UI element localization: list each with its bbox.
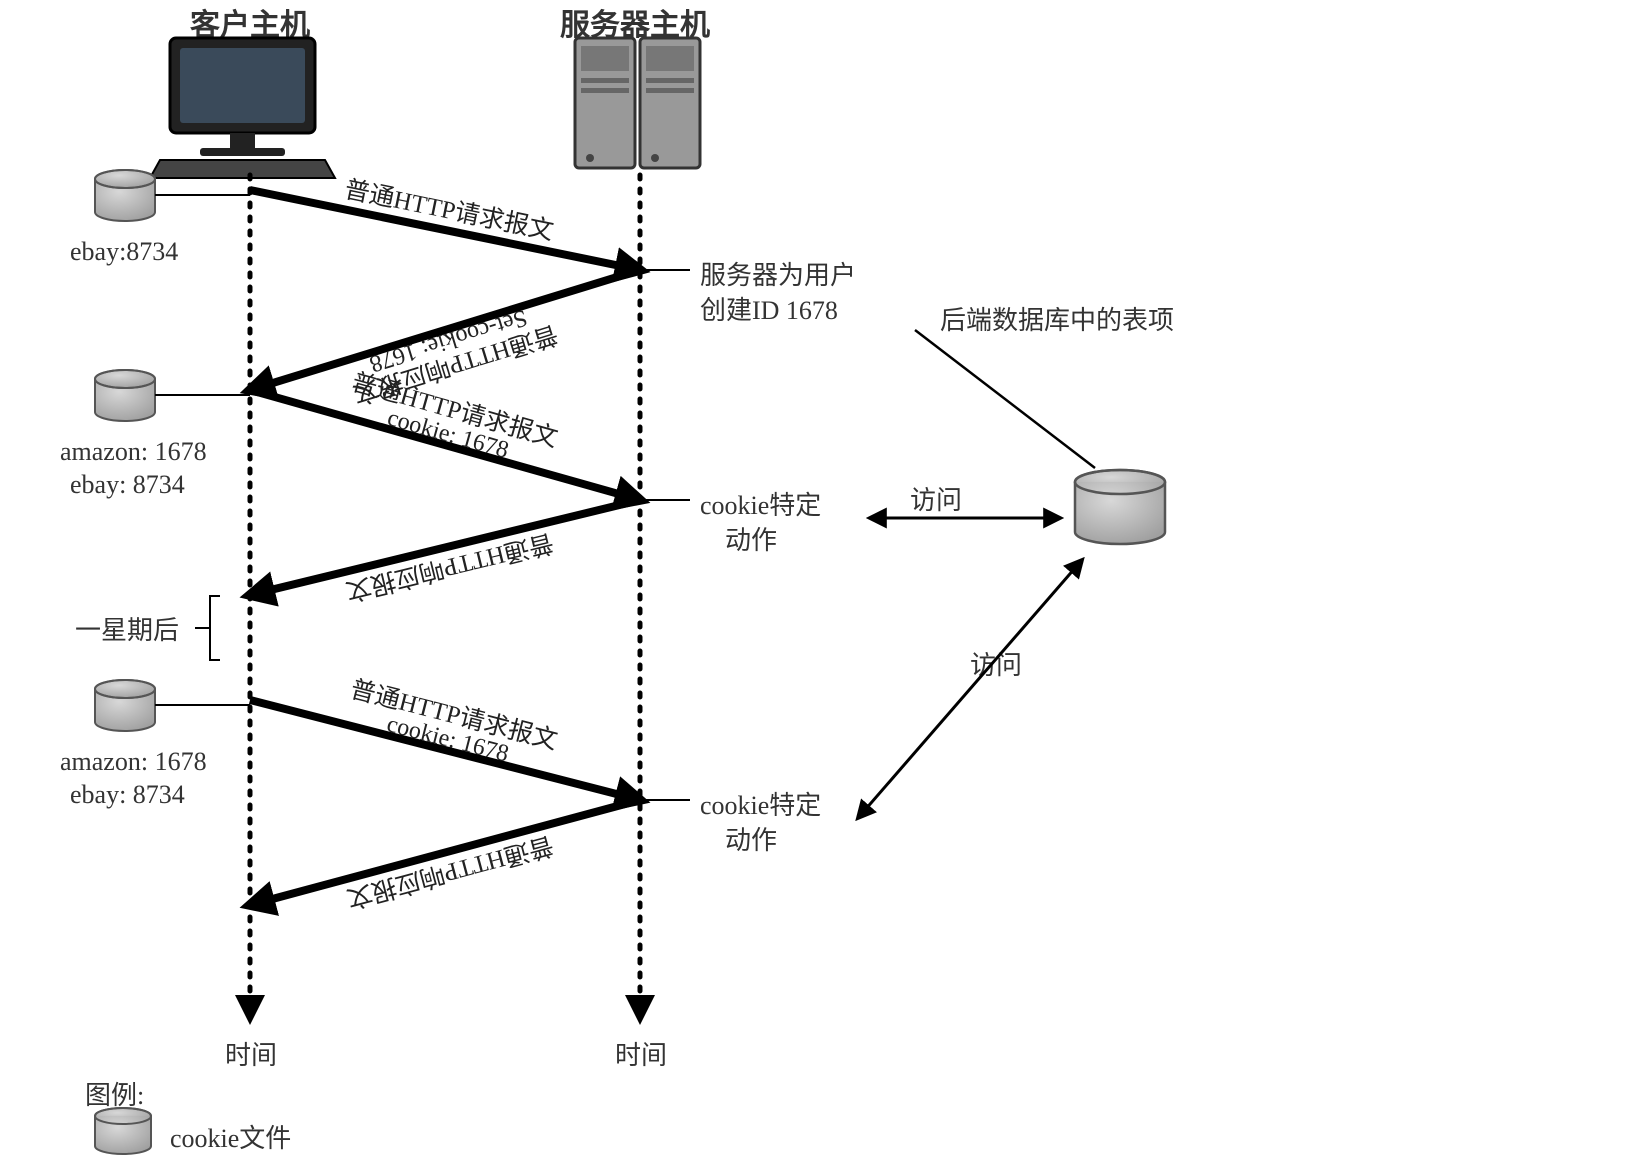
cookie-db-1-line-1: ebay: 8734 — [70, 468, 185, 502]
message-label-4: 普通HTTP请求报文cookie: 1678 — [342, 675, 561, 778]
message-arrow-3 — [250, 500, 640, 595]
message-label-0: 普通HTTP请求报文 — [342, 175, 556, 245]
message-label-3: 普通HTTP响应报文 — [343, 528, 556, 606]
cookie-db-icon-0 — [95, 170, 155, 221]
svg-text:普通HTTP请求报文: 普通HTTP请求报文 — [342, 175, 556, 245]
message-arrow-0 — [250, 190, 640, 270]
diagram-svg: 普通HTTP请求报文普通HTTP响应报文Set-cookie: 1678普通HT… — [0, 0, 1632, 1158]
cookie-db-icon-2 — [95, 680, 155, 731]
svg-text:普通HTTP响应报文: 普通HTTP响应报文 — [343, 528, 556, 606]
client-computer-icon — [150, 38, 335, 178]
message-arrow-5 — [250, 800, 640, 905]
server-annotation-1-l2: 动作 — [725, 520, 777, 557]
cookie-db-1-line-0: amazon: 1678 — [60, 435, 207, 469]
week-later-label: 一星期后 — [75, 610, 179, 647]
cookie-db-2-line-0: amazon: 1678 — [60, 745, 207, 779]
message-label-1: 普通HTTP响应报文Set-cookie: 1678 — [343, 297, 561, 409]
message-label-2: 普通HTTP请求报文cookie: 1678 — [342, 368, 561, 476]
svg-text:普通HTTP请求报文: 普通HTTP请求报文 — [349, 368, 561, 453]
legend-title: 图例: — [85, 1075, 144, 1112]
access-label-1: 访问 — [970, 645, 1022, 682]
time-label-client: 时间 — [225, 1035, 277, 1072]
server-annotation-2-l2: 动作 — [725, 820, 777, 857]
cookie-db-2-line-1: ebay: 8734 — [70, 778, 185, 812]
svg-text:cookie: 1678: cookie: 1678 — [384, 711, 511, 767]
svg-text:普通HTTP响应报文: 普通HTTP响应报文 — [344, 831, 556, 913]
backend-db-label: 后端数据库中的表项 — [940, 300, 1174, 337]
server-annotation-2-l1: cookie特定 — [700, 785, 821, 822]
server-header: 服务器主机 — [560, 0, 710, 44]
legend-item: cookie文件 — [170, 1118, 291, 1155]
week-later-bracket — [195, 596, 220, 660]
backend-database-icon — [1075, 470, 1165, 544]
message-arrow-2 — [250, 390, 640, 500]
cookie-db-0-line-0: ebay:8734 — [70, 235, 178, 269]
access-label-0: 访问 — [910, 480, 962, 517]
access-arrow-1 — [858, 560, 1082, 818]
message-arrow-1 — [250, 270, 640, 390]
message-label-5: 普通HTTP响应报文 — [344, 831, 556, 913]
svg-text:普通HTTP请求报文: 普通HTTP请求报文 — [348, 675, 561, 755]
client-header: 客户主机 — [190, 0, 310, 44]
time-label-server: 时间 — [615, 1035, 667, 1072]
server-annotation-0-l2: 创建ID 1678 — [700, 290, 838, 327]
svg-text:cookie: 1678: cookie: 1678 — [384, 405, 511, 464]
cookie-db-icon-1 — [95, 370, 155, 421]
server-icon — [575, 38, 700, 168]
message-arrow-4 — [250, 700, 640, 800]
svg-text:普通HTTP响应报文: 普通HTTP响应报文 — [350, 320, 561, 409]
legend-db-icon — [95, 1108, 151, 1154]
server-annotation-0-l1: 服务器为用户 — [700, 255, 856, 292]
server-annotation-1-l1: cookie特定 — [700, 485, 821, 522]
svg-text:Set-cookie: 1678: Set-cookie: 1678 — [366, 304, 530, 377]
